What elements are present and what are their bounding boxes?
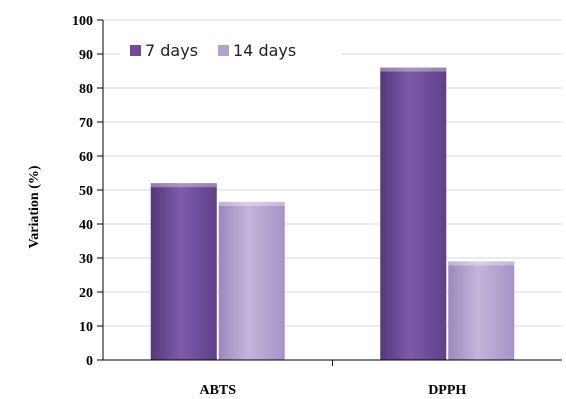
y-tick-label: 100 [72, 14, 93, 29]
y-tick-label: 60 [79, 150, 93, 165]
legend-label: 14 days [233, 41, 296, 60]
x-category-label: ABTS [199, 383, 236, 398]
y-tick-label: 80 [79, 82, 93, 97]
legend-label: 7 days [145, 41, 198, 60]
y-tick-label: 10 [79, 320, 93, 335]
axes: 0 10 20 30 40 50 60 70 80 90 100 ABTS DPPH [72, 14, 562, 398]
bar-top-highlight [448, 261, 515, 266]
legend-background [120, 38, 342, 64]
y-tick-label: 70 [79, 116, 93, 131]
bar-abts-7-days [150, 183, 217, 360]
y-tick-label: 30 [79, 252, 93, 267]
bar-top-highlight [380, 67, 447, 72]
bar-top-highlight [150, 183, 217, 188]
y-tick-label: 50 [79, 184, 93, 199]
bar-top-highlight [218, 201, 285, 206]
bar-abts-14-days [218, 201, 285, 360]
bars [150, 67, 515, 360]
y-tick-label: 0 [86, 354, 93, 369]
y-axis-title: Variation (%) [27, 165, 42, 248]
y-tick-label: 20 [79, 286, 93, 301]
legend: 7 days 14 days [120, 38, 342, 64]
legend-swatch [218, 45, 229, 56]
y-tick-label: 90 [79, 48, 93, 63]
legend-swatch [130, 45, 141, 56]
bar-dpph-14-days [448, 261, 515, 360]
y-tick-label: 40 [79, 218, 93, 233]
bar-dpph-7-days [380, 67, 447, 360]
x-category-label: DPPH [428, 383, 466, 398]
